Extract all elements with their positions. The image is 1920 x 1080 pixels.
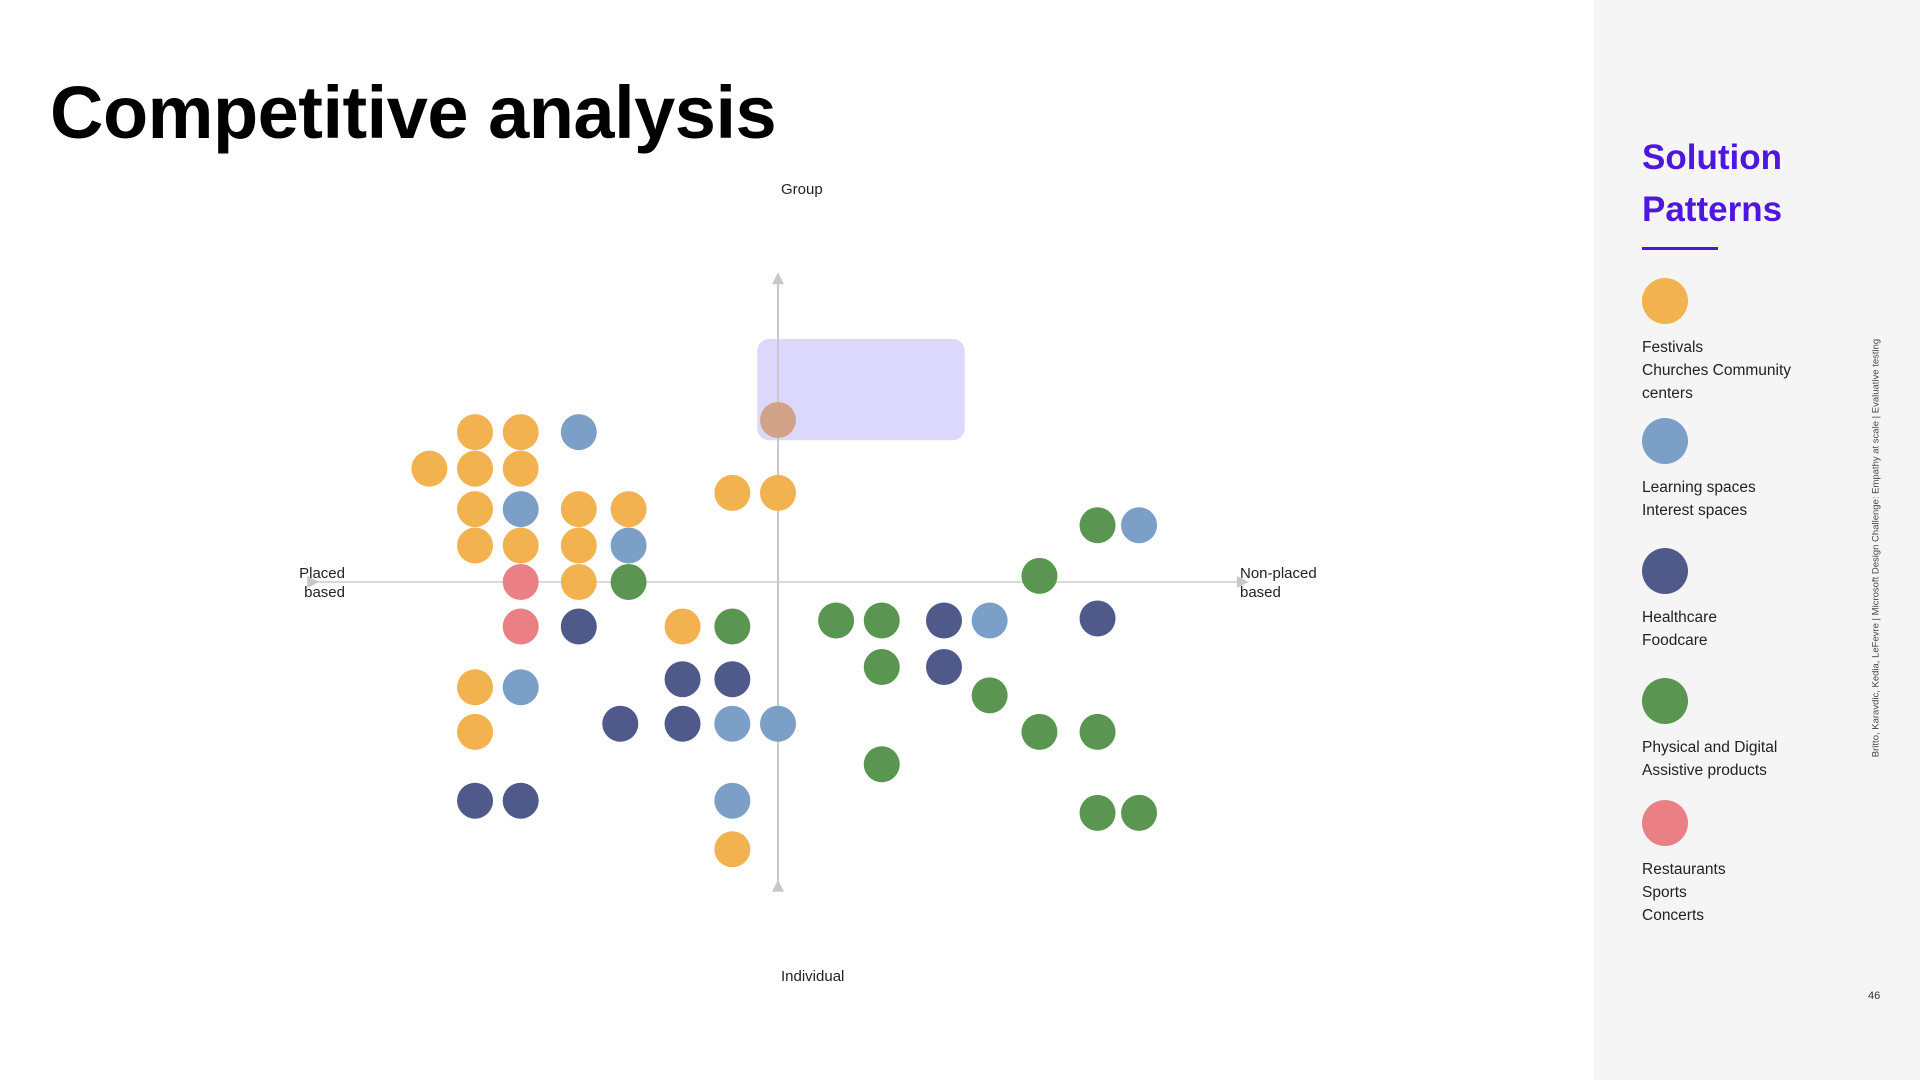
x-axis-right-label-line2: based xyxy=(1240,584,1281,601)
points-layer xyxy=(411,402,1158,868)
data-point-festivals xyxy=(457,414,494,451)
title-underline xyxy=(1642,247,1718,250)
data-point-assistive xyxy=(1021,557,1058,594)
data-point-assistive xyxy=(1079,507,1116,544)
data-point-festivals xyxy=(411,450,448,487)
data-point-learning xyxy=(610,527,647,564)
highlight-region xyxy=(757,339,965,441)
legend-title: Solution Patterns xyxy=(1642,132,1782,236)
data-point-learning xyxy=(714,705,751,742)
data-point-assistive xyxy=(863,746,900,783)
legend-label-line: Concerts xyxy=(1642,907,1705,924)
data-point-learning xyxy=(502,491,539,528)
data-point-learning xyxy=(714,782,751,819)
legend-label-line: Healthcare xyxy=(1642,609,1717,626)
data-point-learning xyxy=(1121,507,1158,544)
data-point-assistive xyxy=(1021,713,1058,750)
data-point-festivals xyxy=(457,527,494,564)
legend-sidebar: Solution Patterns Festivals Churches Com… xyxy=(1594,0,1920,1080)
legend-item-restaurants: Restaurants Sports Concerts xyxy=(1642,800,1726,927)
data-point-festivals xyxy=(610,491,647,528)
data-point-health xyxy=(602,705,639,742)
legend-label-line: Sports xyxy=(1642,884,1687,901)
y-axis-top-label: Group xyxy=(781,181,823,198)
legend-label-line: Interest spaces xyxy=(1642,502,1748,519)
data-point-health xyxy=(502,782,539,819)
data-point-assistive xyxy=(863,649,900,686)
page-title: Competitive analysis xyxy=(50,71,777,154)
data-point-festivals xyxy=(457,491,494,528)
data-point-health xyxy=(560,608,597,645)
data-point-festivals xyxy=(457,450,494,487)
data-point-festivals xyxy=(457,669,494,706)
data-point-health xyxy=(926,649,962,686)
data-point-health xyxy=(926,602,962,639)
data-point-festivals xyxy=(502,527,539,564)
data-point-festivals xyxy=(760,474,796,511)
legend-label-line: Churches Community xyxy=(1642,362,1792,379)
data-point-assistive xyxy=(1121,794,1158,831)
legend-label-line: centers xyxy=(1642,385,1693,402)
legend-label-line: Assistive products xyxy=(1642,762,1767,779)
data-point-festivals xyxy=(560,491,597,528)
data-point-assistive xyxy=(610,564,647,600)
data-point-festivals xyxy=(457,713,494,750)
data-point-assistive xyxy=(1079,794,1116,831)
quadrant-chart: Group Individual Placed based Non-placed… xyxy=(299,181,1317,985)
legend-label-line: Festivals xyxy=(1642,339,1704,356)
data-point-health xyxy=(714,661,751,698)
data-point-highlighted xyxy=(760,402,796,438)
data-point-festivals xyxy=(560,564,597,600)
legend-swatch-health xyxy=(1642,548,1688,594)
data-point-learning xyxy=(971,602,1008,639)
data-point-learning xyxy=(760,705,796,742)
x-axis-left-label-line2: based xyxy=(304,584,345,601)
legend-title-line2: Patterns xyxy=(1642,190,1783,229)
data-point-assistive xyxy=(863,602,900,639)
legend-title-line1: Solution xyxy=(1642,138,1782,177)
data-point-learning xyxy=(560,414,597,451)
legend-swatch-festivals xyxy=(1642,278,1688,324)
data-point-assistive xyxy=(818,602,855,639)
legend-swatch-restaurants xyxy=(1642,800,1688,846)
data-point-festivals xyxy=(714,831,751,868)
data-point-health xyxy=(664,705,701,742)
data-point-learning xyxy=(502,669,539,706)
data-point-health xyxy=(664,661,701,698)
data-point-festivals xyxy=(664,608,701,645)
legend-item-festivals: Festivals Churches Community centers xyxy=(1642,278,1791,405)
legend-label-line: Foodcare xyxy=(1642,632,1708,649)
legend-label-line: Restaurants xyxy=(1642,861,1726,878)
y-axis-bottom-label: Individual xyxy=(781,968,844,985)
legend-label-line: Learning spaces xyxy=(1642,479,1756,496)
data-point-festivals xyxy=(560,527,597,564)
data-point-health xyxy=(1079,600,1116,637)
legend-swatch-learning xyxy=(1642,418,1688,464)
data-point-health xyxy=(457,782,494,819)
footnote-credits: Britto, Karavdic, Kedia, LeFevre | Micro… xyxy=(1870,338,1882,758)
legend-item-assistive: Physical and Digital Assistive products xyxy=(1642,678,1777,782)
legend-item-health: Healthcare Foodcare xyxy=(1642,548,1717,652)
data-point-restaurants xyxy=(502,564,539,600)
legend-label-line: Physical and Digital xyxy=(1642,739,1778,756)
data-point-assistive xyxy=(1079,713,1116,750)
page-number: 46 xyxy=(1868,990,1881,1002)
legend-swatch-assistive xyxy=(1642,678,1688,724)
data-point-assistive xyxy=(714,608,751,645)
x-axis-right-label-line1: Non-placed xyxy=(1240,565,1317,582)
legend-item-learning: Learning spaces Interest spaces xyxy=(1642,418,1756,522)
x-axis-left-label-line1: Placed xyxy=(299,565,345,582)
data-point-festivals xyxy=(502,450,539,487)
data-point-festivals xyxy=(714,474,751,511)
data-point-festivals xyxy=(502,414,539,451)
data-point-restaurants xyxy=(502,608,539,645)
data-point-assistive xyxy=(971,677,1008,714)
